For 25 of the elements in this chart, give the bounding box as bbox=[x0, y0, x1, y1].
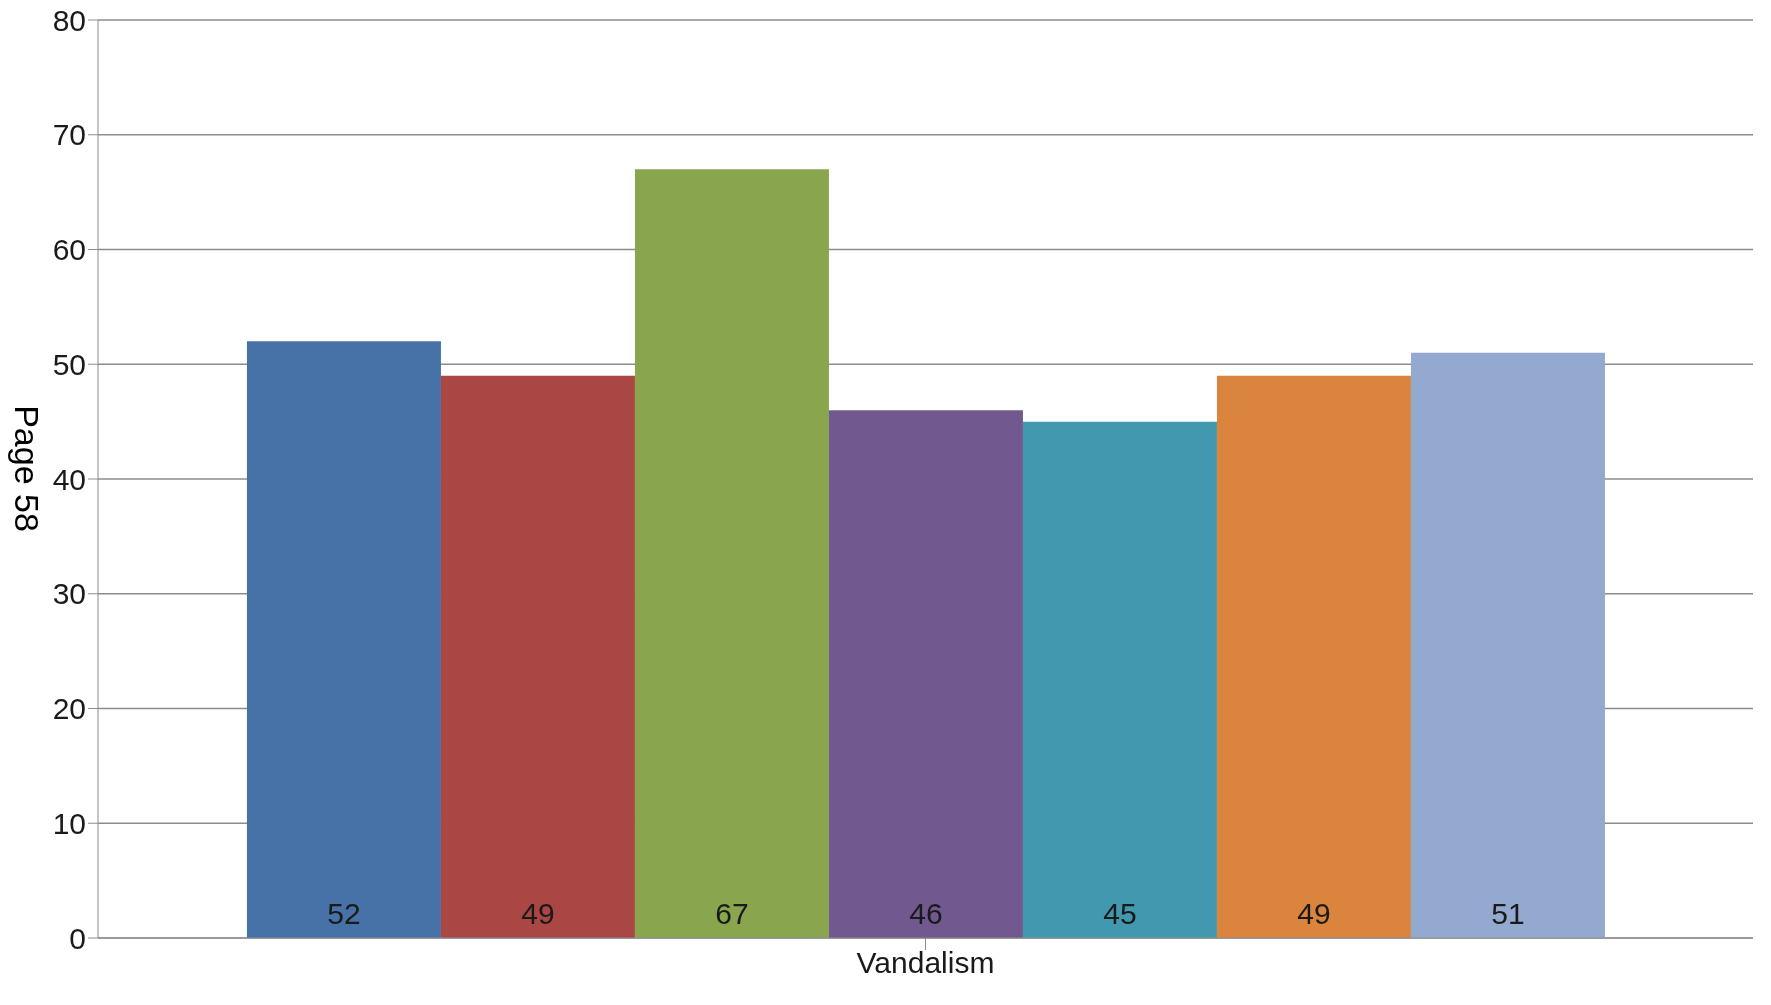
y-tick-label: 10 bbox=[52, 806, 86, 840]
y-tick-label: 50 bbox=[52, 347, 86, 381]
x-tick-label: Vandalism bbox=[856, 946, 995, 980]
data-label: 51 bbox=[1491, 897, 1525, 930]
bar bbox=[828, 410, 1023, 938]
y-tick-label: 0 bbox=[69, 921, 86, 955]
bar bbox=[246, 341, 441, 938]
y-tick-label: 30 bbox=[52, 577, 86, 611]
data-label: 45 bbox=[1103, 897, 1137, 930]
data-label: 52 bbox=[327, 897, 361, 930]
y-tick-label: 70 bbox=[52, 118, 86, 152]
bar bbox=[1022, 421, 1217, 938]
text: Page 58 bbox=[6, 404, 46, 532]
bar bbox=[634, 169, 829, 938]
data-label: 49 bbox=[521, 897, 555, 930]
y-tick-label: 80 bbox=[52, 3, 86, 37]
y-tick-label: 20 bbox=[52, 692, 86, 726]
data-label: 67 bbox=[715, 897, 749, 930]
bar bbox=[440, 375, 635, 938]
data-label: 49 bbox=[1297, 897, 1331, 930]
bar bbox=[1216, 375, 1411, 938]
y-tick-label: 60 bbox=[52, 233, 86, 267]
bar bbox=[1410, 352, 1605, 938]
y-tick-label: 40 bbox=[52, 462, 86, 496]
data-label: 46 bbox=[909, 897, 943, 930]
